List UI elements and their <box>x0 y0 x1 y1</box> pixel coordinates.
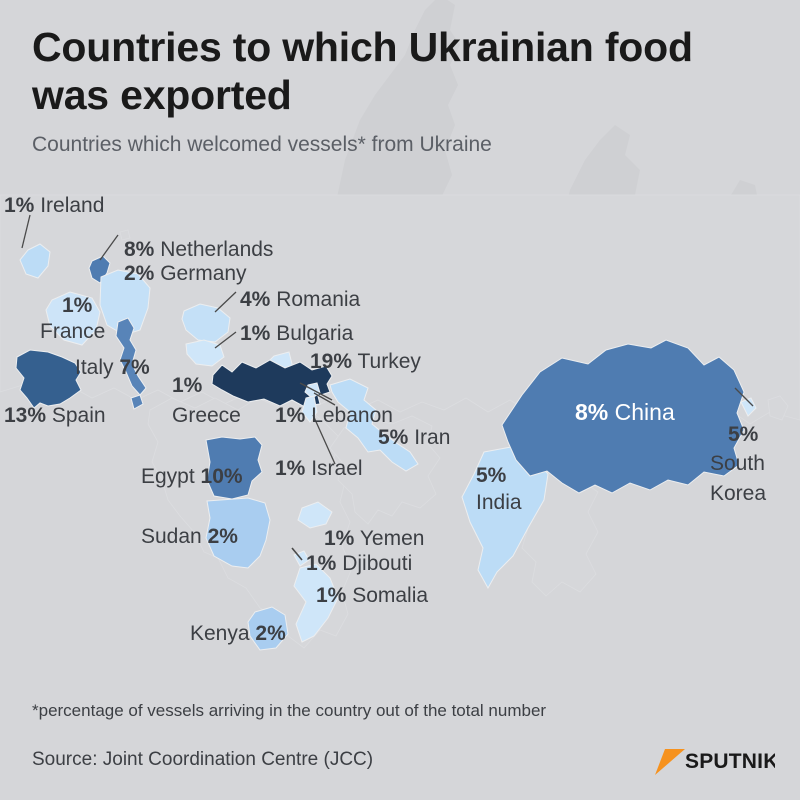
svg-text:13% Spain: 13% Spain <box>4 404 106 427</box>
svg-text:5%: 5% <box>728 423 759 446</box>
svg-text:1% Djibouti: 1% Djibouti <box>306 552 412 575</box>
svg-text:1% Israel: 1% Israel <box>275 457 363 480</box>
svg-text:1% Lebanon: 1% Lebanon <box>275 404 393 427</box>
svg-text:1%: 1% <box>172 374 203 397</box>
svg-text:1% Bulgaria: 1% Bulgaria <box>240 322 354 345</box>
svg-text:Sudan 2%: Sudan 2% <box>141 525 238 548</box>
svg-text:5% Iran: 5% Iran <box>378 426 450 449</box>
svg-text:1%: 1% <box>62 294 93 317</box>
svg-text:India: India <box>476 491 522 514</box>
svg-text:5%: 5% <box>476 464 507 487</box>
svg-text:19% Turkey: 19% Turkey <box>310 350 421 373</box>
svg-text:Egypt 10%: Egypt 10% <box>141 465 243 488</box>
svg-text:SPUTNIK: SPUTNIK <box>685 750 775 773</box>
svg-text:Korea: Korea <box>710 482 766 505</box>
svg-text:Kenya 2%: Kenya 2% <box>190 622 286 645</box>
svg-text:8% China: 8% China <box>575 399 675 425</box>
svg-text:1% Ireland: 1% Ireland <box>4 194 104 217</box>
svg-text:France: France <box>40 320 105 343</box>
svg-text:1% Yemen: 1% Yemen <box>324 527 424 550</box>
svg-text:4% Romania: 4% Romania <box>240 288 361 311</box>
svg-text:Italy 7%: Italy 7% <box>75 356 150 379</box>
svg-text:2% Germany: 2% Germany <box>124 262 247 285</box>
svg-text:Greece: Greece <box>172 404 241 427</box>
svg-text:South: South <box>710 452 765 475</box>
svg-text:8% Netherlands: 8% Netherlands <box>124 238 273 261</box>
svg-text:1% Somalia: 1% Somalia <box>316 584 428 607</box>
